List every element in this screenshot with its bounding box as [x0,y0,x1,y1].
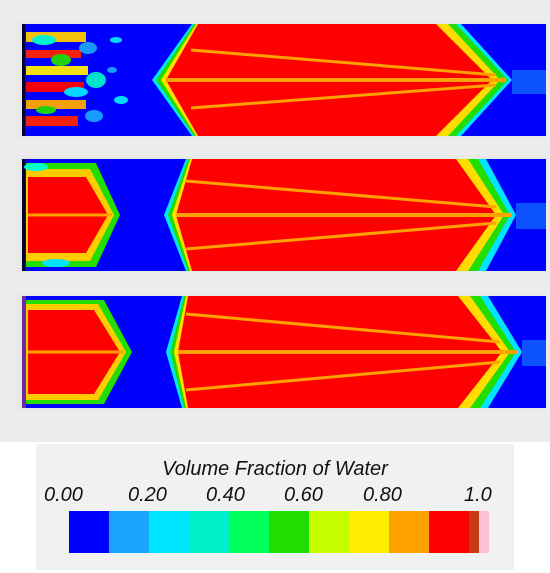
colorbar-segment-7 [349,511,389,553]
legend-tick-0: 0.00 [44,484,83,506]
colorbar-segment-3 [189,511,229,553]
colorbar-segment-5 [269,511,309,553]
water-fraction-contour-2 [22,159,546,271]
colorbar-segment-11 [479,511,489,553]
legend-title: Volume Fraction of Water [162,458,388,480]
water-fraction-contour-1 [22,24,546,136]
colorbar-legend: Volume Fraction of Water 0.00 0.20 0.40 … [36,444,514,570]
simulation-panel-2 [16,155,546,273]
colorbar-segment-2 [149,511,189,553]
colorbar-segment-6 [309,511,349,553]
colorbar-segment-4 [229,511,269,553]
simulation-panel-1 [16,20,546,138]
colorbar-segment-8 [389,511,429,553]
legend-tick-2: 0.40 [206,484,245,506]
legend-tick-4: 0.80 [363,484,402,506]
water-fraction-contour-3 [22,296,546,408]
colorbar-segment-0 [69,511,109,553]
colorbar-segment-10 [469,511,479,553]
legend-tick-1: 0.20 [128,484,167,506]
legend-tick-3: 0.60 [284,484,323,506]
colorbar-segment-1 [109,511,149,553]
legend-tick-5: 1.0 [464,484,492,506]
colorbar [69,511,489,553]
simulation-panel-3 [16,292,546,410]
colorbar-segment-9 [429,511,469,553]
